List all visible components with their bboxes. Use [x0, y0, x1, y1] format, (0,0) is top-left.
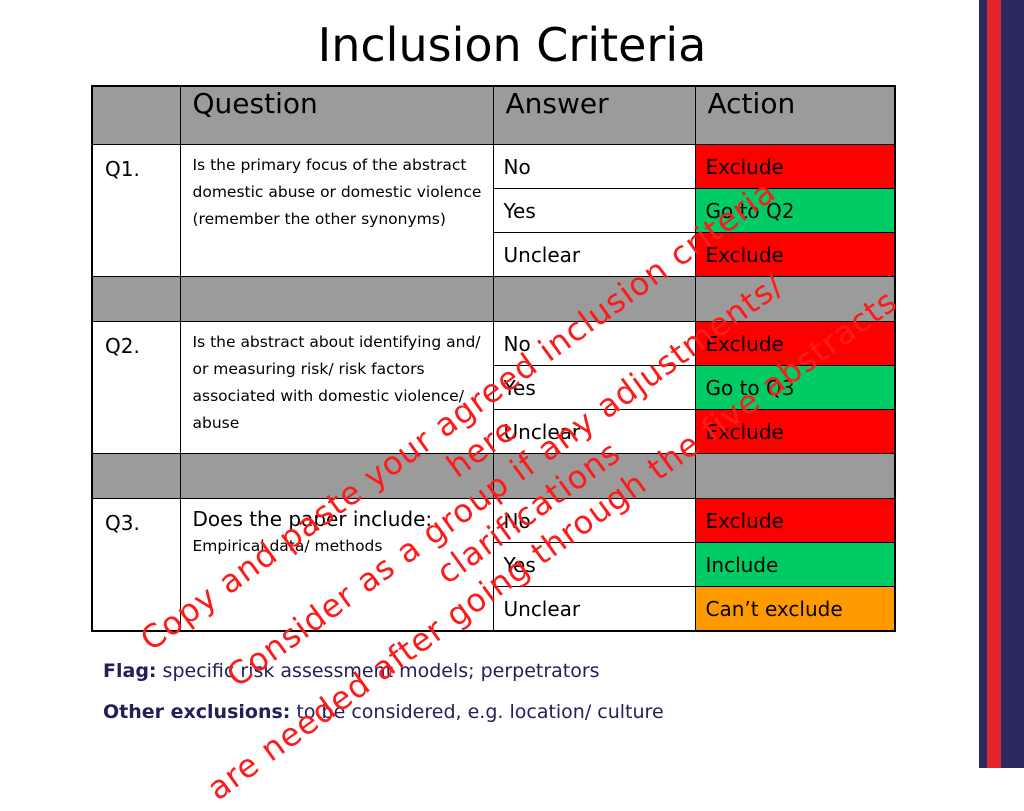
- table-row: Q1. Is the primary focus of the abstract…: [91, 144, 896, 277]
- other-exclusions-note: Other exclusions: to be considered, e.g.…: [103, 701, 664, 723]
- table-row: Yes Go to Q3: [92, 365, 896, 410]
- side-stripe-red: [987, 0, 1001, 768]
- table-row: Q2. Is the abstract about identifying an…: [91, 321, 896, 454]
- action-cell: Include: [694, 542, 896, 587]
- header-cell-question: Question: [179, 85, 494, 145]
- separator-row: [91, 276, 896, 322]
- header-cell-answer: Answer: [492, 85, 696, 145]
- answer-cell: No: [492, 498, 696, 543]
- answer-cell: Unclear: [492, 232, 696, 277]
- other-exclusions-text: to be considered, e.g. location/ culture: [290, 701, 664, 723]
- action-cell: Go to Q3: [694, 365, 896, 410]
- table-row: Yes Include: [92, 542, 896, 587]
- action-cell: Exclude: [694, 498, 896, 543]
- side-stripe-blue: [979, 0, 1024, 768]
- action-cell: Go to Q2: [694, 188, 896, 233]
- flag-label: Flag:: [103, 660, 157, 682]
- question-text-sub: Empirical data/ methods: [192, 537, 383, 555]
- action-cell: Exclude: [694, 409, 896, 454]
- flag-note: Flag: specific risk assessment models; p…: [103, 660, 600, 682]
- page-title: Inclusion Criteria: [317, 18, 707, 72]
- question-id: Q1.: [91, 144, 181, 277]
- header-cell-empty: [91, 85, 181, 145]
- question-text: Does the paper include: Empirical data/ …: [179, 498, 494, 632]
- question-text: Is the primary focus of the abstract dom…: [179, 144, 494, 277]
- action-cell: Exclude: [694, 144, 896, 189]
- answer-cell: No: [492, 321, 696, 366]
- question-id: Q3.: [91, 498, 181, 632]
- flag-text: specific risk assessment models; perpetr…: [156, 660, 600, 682]
- table-header-row: Question Answer Action: [91, 85, 896, 145]
- table-row: Unclear Can’t exclude: [92, 586, 896, 632]
- action-cell: Exclude: [694, 232, 896, 277]
- criteria-table: Question Answer Action Q1. Is the primar…: [91, 85, 896, 632]
- separator-row: [91, 453, 896, 499]
- action-cell: Can’t exclude: [694, 586, 896, 632]
- table-row: Unclear Exclude: [92, 232, 896, 277]
- answer-cell: Unclear: [492, 409, 696, 454]
- header-cell-action: Action: [694, 85, 896, 145]
- table-row: Q3. Does the paper include: Empirical da…: [91, 498, 896, 632]
- answer-cell: Yes: [492, 365, 696, 410]
- question-text-main: Does the paper include:: [192, 507, 433, 531]
- action-cell: Exclude: [694, 321, 896, 366]
- table-row: Unclear Exclude: [92, 409, 896, 454]
- answer-cell: Yes: [492, 542, 696, 587]
- answer-cell: No: [492, 144, 696, 189]
- question-text: Is the abstract about identifying and/ o…: [179, 321, 494, 454]
- other-exclusions-label: Other exclusions:: [103, 701, 291, 723]
- question-id: Q2.: [91, 321, 181, 454]
- answer-cell: Yes: [492, 188, 696, 233]
- answer-cell: Unclear: [492, 586, 696, 632]
